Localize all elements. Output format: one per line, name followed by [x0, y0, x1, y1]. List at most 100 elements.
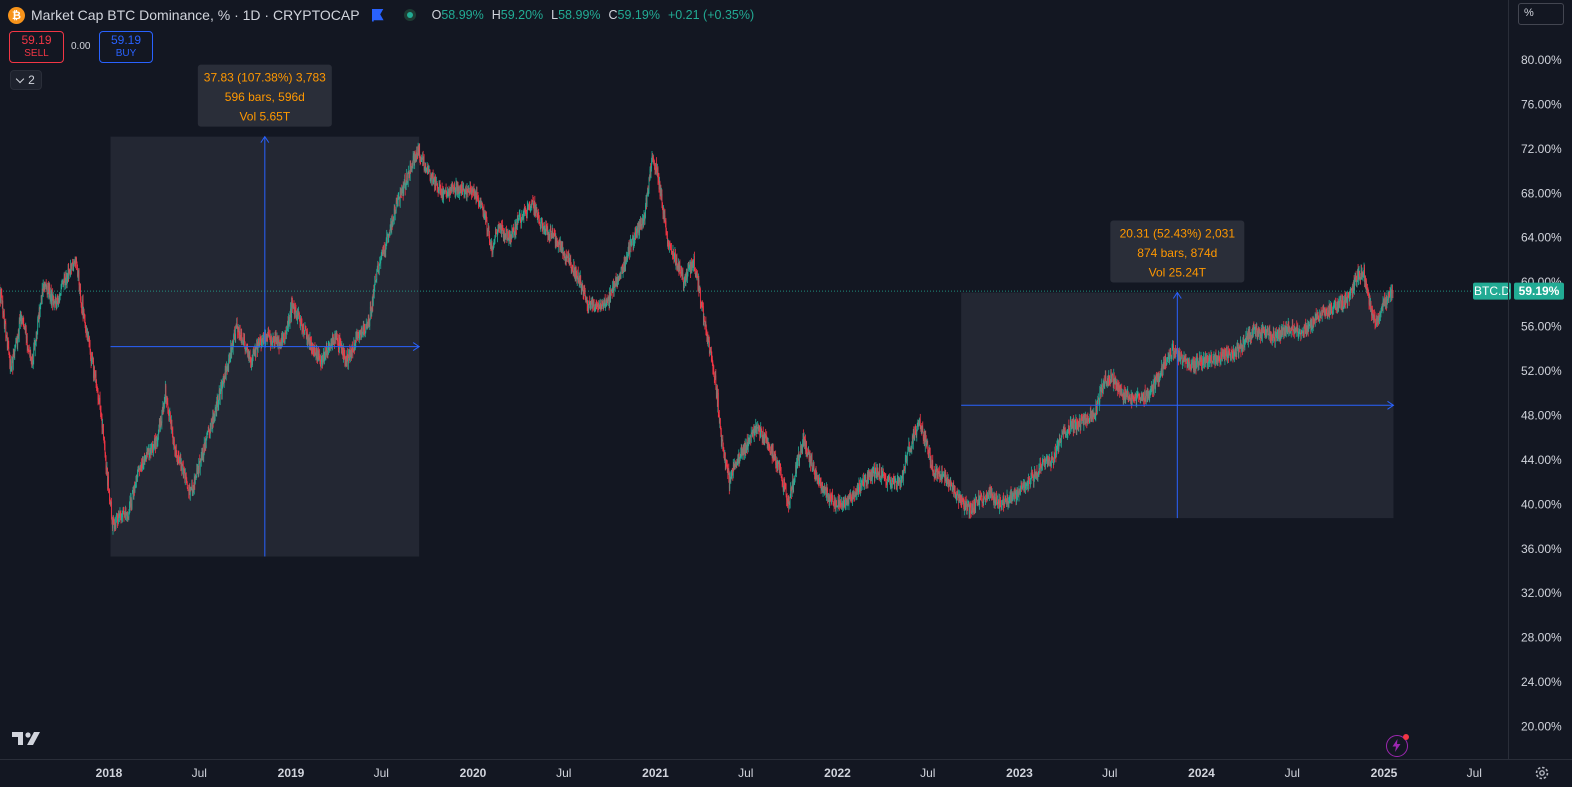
- candle: [586, 296, 588, 312]
- candle: [345, 356, 347, 368]
- candle: [363, 323, 365, 335]
- candle: [650, 165, 652, 179]
- candle: [877, 467, 879, 478]
- candle: [330, 337, 332, 348]
- candle: [1046, 454, 1047, 464]
- candle: [783, 478, 785, 491]
- candle: [255, 346, 256, 361]
- candle: [915, 429, 917, 438]
- candle: [799, 454, 801, 459]
- candle: [122, 510, 123, 523]
- candle: [733, 462, 735, 472]
- candle: [917, 419, 919, 427]
- candle: [144, 455, 146, 463]
- candle: [757, 423, 759, 435]
- candle: [471, 188, 473, 196]
- candle: [320, 359, 322, 371]
- candle: [773, 450, 775, 461]
- candle: [8, 351, 10, 358]
- candle: [644, 212, 646, 225]
- symbol-tag[interactable]: BTC.D: [1473, 282, 1511, 300]
- candle: [940, 474, 942, 483]
- candle: [318, 346, 319, 360]
- candle: [738, 449, 740, 467]
- candle: [724, 449, 726, 463]
- candle: [288, 317, 290, 327]
- candle: [455, 187, 456, 199]
- candle: [876, 463, 878, 481]
- candle: [136, 474, 137, 488]
- candle: [727, 467, 729, 476]
- flag-icon[interactable]: [371, 8, 384, 22]
- candle: [944, 467, 946, 486]
- candle: [220, 379, 222, 392]
- buy-button[interactable]: 59.19 BUY: [99, 31, 153, 63]
- gear-icon[interactable]: [1534, 765, 1550, 781]
- candle: [239, 324, 241, 340]
- candle: [1000, 497, 1001, 508]
- candle: [477, 191, 479, 200]
- tradingview-logo-icon[interactable]: [11, 728, 45, 748]
- candle: [1, 300, 3, 309]
- candle: [1117, 382, 1119, 393]
- scale-mode-button[interactable]: %: [1518, 3, 1564, 25]
- market-status-icon[interactable]: [403, 9, 416, 21]
- candle: [891, 477, 893, 489]
- candle: [815, 467, 816, 481]
- candle: [382, 245, 384, 255]
- candle: [765, 435, 767, 444]
- candle: [228, 352, 230, 363]
- candle: [835, 499, 836, 512]
- candle: [651, 157, 652, 172]
- candle: [811, 452, 813, 472]
- candle: [378, 263, 380, 276]
- candle: [744, 440, 746, 455]
- candle: [796, 455, 798, 469]
- symbol-title[interactable]: Market Cap BTC Dominance, % · 1D · CRYPT…: [31, 7, 360, 23]
- ohlc-change: +0.21 (+0.35%): [667, 8, 755, 22]
- candle: [617, 273, 619, 288]
- x-tick-label: Jul: [374, 766, 389, 780]
- candle: [371, 296, 373, 313]
- indicators-toggle-button[interactable]: 2: [10, 70, 42, 90]
- candle: [1091, 410, 1093, 423]
- candle: [100, 405, 102, 419]
- candle: [324, 346, 326, 362]
- candle: [738, 452, 740, 467]
- candle: [500, 223, 501, 234]
- candle: [29, 350, 31, 358]
- candle: [990, 486, 992, 497]
- candle: [574, 267, 576, 280]
- candle: [997, 495, 998, 509]
- candle: [218, 394, 220, 411]
- sell-button[interactable]: 59.19 SELL: [9, 31, 64, 63]
- candle: [44, 281, 46, 293]
- candle: [510, 231, 512, 248]
- candle: [717, 388, 719, 413]
- candle: [1006, 489, 1008, 507]
- candle: [358, 330, 360, 344]
- candle: [825, 487, 827, 498]
- candle: [298, 306, 299, 320]
- candle: [586, 297, 588, 304]
- candle: [53, 295, 55, 308]
- candle: [999, 493, 1000, 515]
- candle: [287, 320, 288, 332]
- candle: [384, 249, 386, 257]
- candle: [557, 241, 559, 253]
- candle: [689, 264, 690, 272]
- candle: [872, 466, 873, 485]
- candle: [439, 180, 441, 196]
- candle: [648, 188, 649, 197]
- candle: [72, 258, 73, 265]
- candle: [160, 415, 162, 428]
- candle: [493, 242, 494, 250]
- candle: [509, 234, 511, 245]
- candle: [626, 251, 627, 265]
- lightning-alert-icon[interactable]: [1386, 734, 1409, 757]
- candle: [939, 465, 941, 483]
- candle: [623, 256, 625, 272]
- candle: [564, 250, 566, 259]
- candle: [635, 228, 637, 240]
